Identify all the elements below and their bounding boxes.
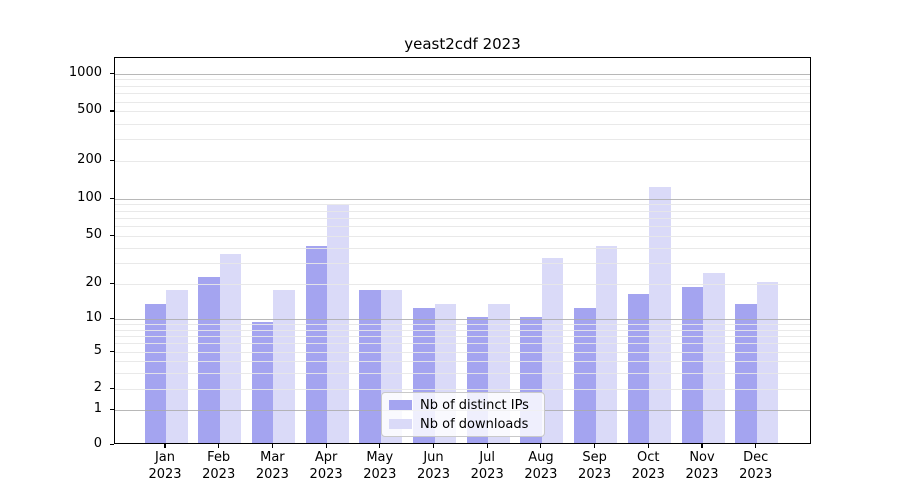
x-tick-label: Jun 2023 <box>416 450 451 482</box>
minor-gridline <box>115 210 810 212</box>
minor-gridline <box>115 204 810 206</box>
y-tick-label: 1000 <box>68 64 102 80</box>
minor-gridline <box>115 329 810 331</box>
minor-gridline <box>115 336 810 338</box>
minor-gridline <box>115 351 810 353</box>
legend-swatch-downloads <box>389 419 412 429</box>
chart-title: yeast2cdf 2023 <box>404 35 521 53</box>
minor-gridline <box>115 217 810 219</box>
y-tick-label: 100 <box>77 189 102 205</box>
bar-downloads-aug <box>541 257 564 443</box>
y-tick-label: 20 <box>85 275 102 290</box>
y-tick-label: 10 <box>85 310 102 325</box>
x-tick-mark <box>755 444 757 448</box>
x-tick-label: Jan 2023 <box>148 450 182 482</box>
y-tick-mark <box>110 387 114 389</box>
y-tick-mark <box>110 444 114 446</box>
x-tick-label: Feb 2023 <box>202 450 236 482</box>
bar-distinct-ips-oct <box>627 293 650 443</box>
bar-downloads-feb <box>219 254 242 443</box>
x-tick-mark <box>325 444 327 448</box>
y-tick-mark <box>110 72 114 74</box>
plot-area: Nb of distinct IPs Nb of downloads <box>114 57 811 444</box>
x-tick-label: Dec 2023 <box>739 450 773 482</box>
x-tick-label: Oct 2023 <box>631 450 665 482</box>
minor-gridline <box>115 343 810 345</box>
y-tick-label: 2 <box>93 379 102 395</box>
x-tick-mark <box>164 444 166 448</box>
minor-gridline <box>115 101 810 103</box>
minor-gridline <box>115 123 810 125</box>
minor-gridline <box>115 235 810 237</box>
minor-gridline <box>115 373 810 375</box>
minor-gridline <box>115 93 810 95</box>
minor-gridline <box>115 226 810 228</box>
y-tick-label: 0 <box>93 436 102 451</box>
minor-gridline <box>115 361 810 363</box>
y-tick-mark <box>110 318 114 320</box>
minor-gridline <box>115 79 810 81</box>
x-tick-label: May 2023 <box>363 450 397 482</box>
major-gridline <box>115 73 810 75</box>
legend-label-downloads: Nb of downloads <box>420 416 529 432</box>
x-tick-label: Jul 2023 <box>470 450 504 482</box>
gridlines-layer <box>115 58 810 443</box>
legend-item-downloads: Nb of downloads <box>389 417 544 432</box>
bar-downloads-nov <box>703 272 725 443</box>
x-tick-label: Apr 2023 <box>309 450 343 482</box>
legend-swatch-distinct-ips <box>389 400 412 410</box>
minor-gridline <box>115 247 810 249</box>
x-tick-mark <box>701 444 703 448</box>
x-tick-label: Nov 2023 <box>685 450 719 482</box>
y-tick-mark <box>110 160 114 162</box>
y-tick-mark <box>110 110 114 112</box>
bar-distinct-ips-nov <box>681 287 703 443</box>
x-tick-label: Aug 2023 <box>524 450 558 482</box>
x-tick-mark <box>432 444 435 448</box>
legend-label-distinct-ips: Nb of distinct IPs <box>420 397 529 413</box>
bar-distinct-ips-sep <box>574 308 596 443</box>
y-tick-mark <box>110 197 114 199</box>
x-tick-mark <box>540 444 542 448</box>
bar-downloads-oct <box>649 186 671 443</box>
x-tick-mark <box>647 444 649 448</box>
minor-gridline <box>115 161 810 163</box>
x-tick-mark <box>594 444 596 448</box>
major-gridline <box>115 198 810 200</box>
x-tick-label: Sep 2023 <box>578 450 612 482</box>
major-gridline <box>115 319 810 320</box>
bar-downloads-jan <box>166 290 188 443</box>
bar-distinct-ips-may <box>359 290 381 443</box>
minor-gridline <box>115 388 810 390</box>
minor-gridline <box>115 111 810 113</box>
minor-gridline <box>115 284 810 285</box>
bar-downloads-dec <box>756 282 779 443</box>
y-tick-mark <box>110 408 114 410</box>
x-tick-label: Mar 2023 <box>255 450 289 482</box>
legend-item-distinct-ips: Nb of distinct IPs <box>389 398 544 413</box>
x-tick-mark <box>218 444 220 448</box>
x-tick-mark <box>271 444 273 448</box>
minor-gridline <box>115 262 810 264</box>
y-tick-label: 500 <box>77 102 102 118</box>
bar-downloads-mar <box>273 290 295 443</box>
minor-gridline <box>115 85 810 87</box>
y-tick-label: 1 <box>93 400 102 416</box>
y-tick-label: 200 <box>77 152 102 168</box>
x-tick-mark <box>486 444 488 448</box>
y-tick-mark <box>110 283 114 285</box>
y-tick-mark <box>110 234 114 236</box>
minor-gridline <box>115 324 810 326</box>
y-tick-mark <box>110 350 114 352</box>
y-tick-label: 50 <box>85 226 102 242</box>
y-tick-label: 5 <box>93 342 102 358</box>
x-tick-mark <box>379 444 381 448</box>
minor-gridline <box>115 139 810 141</box>
bar-distinct-ips-feb <box>198 277 220 443</box>
legend: Nb of distinct IPs Nb of downloads <box>381 392 545 437</box>
